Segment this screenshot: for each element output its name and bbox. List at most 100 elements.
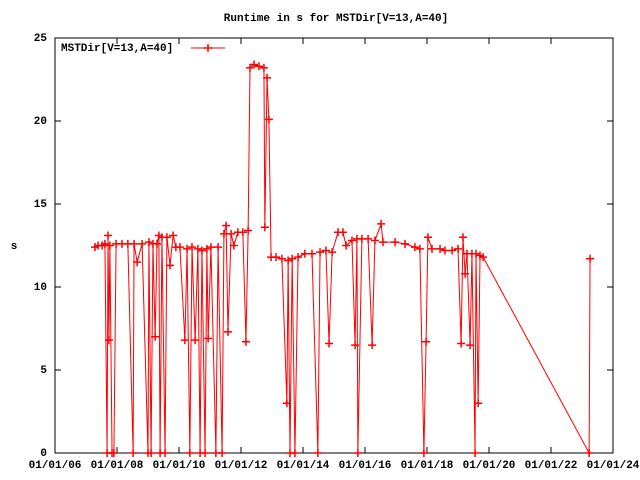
point-marker (245, 63, 254, 72)
x-tick-label: 01/01/16 (339, 460, 392, 472)
legend-label: MSTDir[V=13,A=40] (61, 43, 173, 55)
point-marker (454, 244, 462, 253)
point-marker (300, 249, 309, 258)
point-marker (585, 449, 594, 457)
point-marker (222, 221, 231, 230)
point-marker (436, 244, 445, 253)
y-tick-label: 10 (34, 282, 47, 294)
point-marker (264, 115, 273, 124)
point-marker (197, 246, 206, 255)
point-marker (129, 449, 138, 457)
x-tick-label: 01/01/18 (401, 460, 454, 472)
point-marker (260, 223, 269, 232)
point-marker (325, 339, 334, 348)
point-marker (130, 239, 139, 248)
point-marker (206, 243, 215, 252)
point-marker (461, 269, 470, 278)
x-tick-label: 01/01/22 (525, 460, 578, 472)
x-tick-label: 01/01/12 (215, 460, 268, 472)
point-marker (238, 228, 247, 237)
y-axis-label: s (11, 241, 18, 253)
point-marker (370, 236, 379, 245)
point-marker (368, 341, 377, 350)
point-marker (448, 246, 457, 255)
point-marker (218, 449, 227, 457)
point-marker (410, 243, 419, 252)
point-marker (162, 233, 171, 242)
point-marker (321, 246, 330, 255)
y-tick-label: 15 (34, 199, 48, 211)
point-marker (250, 60, 259, 69)
point-marker (351, 341, 360, 350)
point-marker (152, 239, 161, 248)
point-marker (391, 238, 400, 247)
point-marker (338, 228, 347, 237)
y-tick-label: 5 (40, 365, 47, 377)
x-tick-label: 01/01/20 (463, 460, 516, 472)
point-marker (347, 236, 356, 245)
point-marker (288, 254, 297, 263)
point-marker (185, 449, 194, 457)
point-marker (151, 332, 160, 341)
point-marker (191, 336, 200, 345)
point-marker (479, 253, 488, 262)
point-marker (378, 238, 387, 247)
point-marker (227, 229, 236, 238)
point-marker (229, 241, 238, 250)
point-marker (109, 449, 118, 457)
point-marker (290, 449, 299, 457)
point-marker (272, 253, 281, 262)
y-tick-label: 20 (34, 116, 47, 128)
point-marker (427, 244, 436, 253)
point-marker (201, 449, 210, 457)
point-marker (133, 258, 142, 267)
chart-title: Runtime in s for MSTDir[V=13,A=40] (224, 13, 448, 25)
point-marker (180, 336, 189, 345)
point-marker (223, 327, 232, 336)
point-marker (175, 243, 184, 252)
point-marker (100, 239, 109, 248)
point-marker (183, 244, 192, 253)
point-marker (138, 239, 147, 248)
point-marker (188, 243, 197, 252)
point-marker (263, 73, 272, 82)
point-marker (440, 246, 449, 255)
plot-border (54, 37, 614, 454)
x-tick-label: 01/01/08 (91, 460, 144, 472)
point-marker (204, 334, 213, 343)
point-marker (277, 254, 286, 263)
legend-marker (204, 44, 212, 52)
point-marker (423, 233, 432, 242)
point-marker (166, 261, 175, 270)
point-marker (400, 239, 409, 248)
point-marker (259, 63, 268, 72)
point-marker (466, 341, 475, 350)
point-marker (241, 337, 250, 346)
point-marker (471, 449, 480, 457)
point-marker (342, 241, 351, 250)
point-marker (147, 449, 156, 457)
point-marker (422, 337, 431, 346)
point-marker (458, 233, 467, 242)
point-marker (328, 248, 337, 257)
point-marker (307, 249, 316, 258)
point-marker (193, 244, 202, 253)
point-marker (316, 248, 325, 257)
point-marker (161, 449, 170, 457)
point-marker (284, 256, 293, 265)
point-marker (586, 254, 595, 263)
point-marker (104, 336, 113, 345)
point-marker (202, 244, 211, 253)
point-marker (294, 253, 303, 262)
x-tick-label: 01/01/24 (587, 460, 640, 472)
point-marker (144, 238, 153, 247)
point-marker (474, 399, 483, 408)
point-marker (419, 449, 428, 457)
point-marker (282, 399, 291, 408)
point-marker (219, 229, 228, 238)
x-tick-label: 01/01/06 (29, 460, 82, 472)
y-tick-label: 25 (34, 33, 48, 45)
x-tick-label: 01/01/14 (277, 460, 330, 472)
